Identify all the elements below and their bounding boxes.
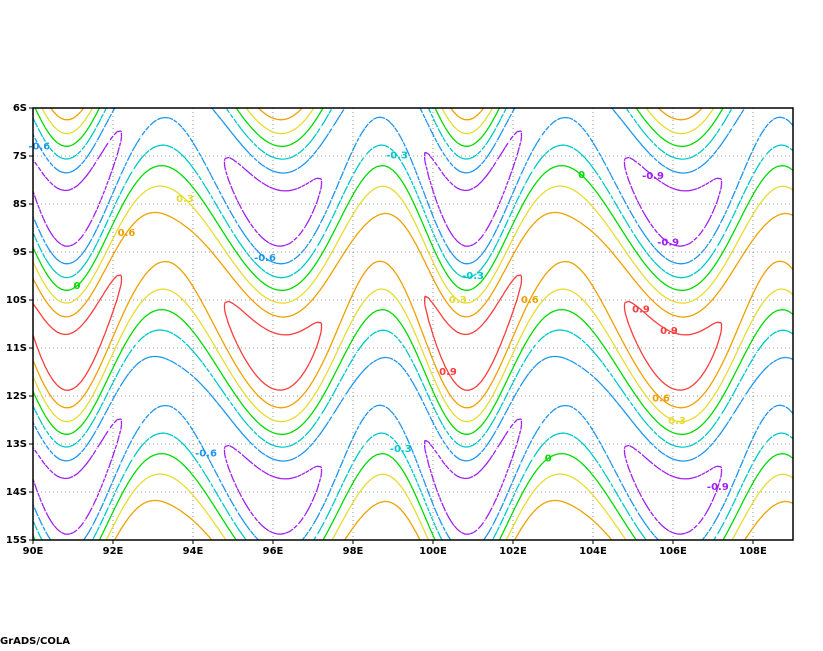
contour-label: 0.9 — [660, 326, 678, 337]
x-tick-label: 102E — [499, 546, 527, 557]
contour-label: -0.6 — [28, 141, 50, 152]
x-tick-label: 96E — [263, 546, 284, 557]
contour-line — [33, 274, 723, 391]
footer: GrADS/COLA — [0, 636, 70, 647]
contour-line — [33, 108, 793, 540]
contour-label: 0 — [578, 170, 585, 181]
contour-line — [33, 130, 723, 535]
contour-label: -0.3 — [390, 444, 412, 455]
y-tick-label: 14S — [6, 487, 27, 498]
contour-label: 0.9 — [632, 305, 650, 316]
x-tick-label: 94E — [183, 546, 204, 557]
plot-frame — [32, 107, 794, 541]
y-tick-label: 11S — [6, 343, 27, 354]
contour-line — [33, 108, 793, 540]
contour-label: -0.9 — [642, 171, 664, 182]
x-tick-label: 104E — [579, 546, 607, 557]
x-tick-label: 92E — [103, 546, 124, 557]
contour-label: 0.9 — [439, 367, 457, 378]
x-tick-label: 90E — [23, 546, 44, 557]
x-tick-label: 106E — [659, 546, 687, 557]
contour-label: 0.6 — [521, 295, 539, 306]
contour-label: -0.3 — [386, 150, 408, 161]
contour-label: 0.6 — [652, 393, 670, 404]
contour-label: 0 — [545, 453, 552, 464]
contour-label: -0.3 — [462, 271, 484, 282]
y-tick-label: 10S — [6, 295, 27, 306]
contour-line — [33, 108, 793, 540]
contour-label: -0.9 — [657, 237, 679, 248]
y-tick-label: 6S — [13, 103, 27, 114]
contour-label: 0.3 — [668, 416, 686, 427]
contour-label: 0.6 — [118, 228, 136, 239]
contour-label: -0.6 — [254, 253, 276, 264]
contour-label: 0.3 — [449, 295, 467, 306]
contour-label: -0.6 — [195, 449, 217, 460]
x-tick-label: 100E — [419, 546, 447, 557]
y-tick-label: 13S — [6, 439, 27, 450]
y-tick-label: 8S — [13, 199, 27, 210]
contour-line — [33, 108, 793, 540]
y-tick-label: 15S — [6, 535, 27, 546]
contour-line — [33, 108, 793, 540]
contour-label: 0.3 — [176, 194, 194, 205]
y-tick-label: 9S — [13, 247, 27, 258]
contour-label: -0.9 — [707, 482, 729, 493]
x-tick-label: 108E — [739, 546, 767, 557]
y-tick-label: 12S — [6, 391, 27, 402]
y-tick-label: 7S — [13, 151, 27, 162]
x-tick-label: 98E — [343, 546, 364, 557]
contour-label: 0 — [74, 281, 81, 292]
